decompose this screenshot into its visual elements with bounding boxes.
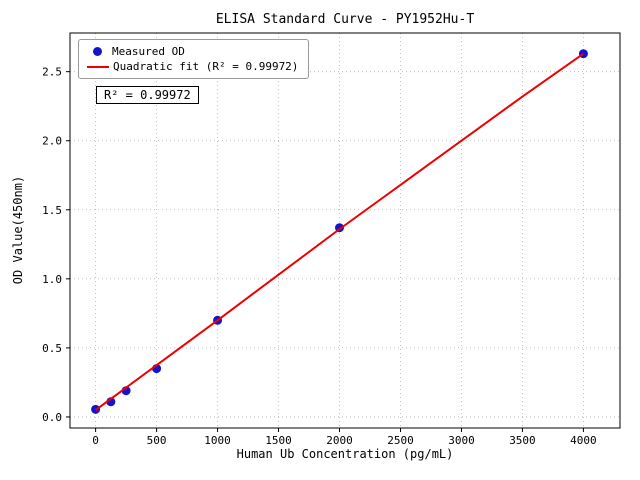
y-axis-label: OD Value(450nm) <box>11 176 25 284</box>
legend: Measured OD Quadratic fit (R² = 0.99972) <box>78 39 310 79</box>
svg-text:2500: 2500 <box>387 434 414 447</box>
data-series <box>91 49 588 414</box>
svg-text:4000: 4000 <box>570 434 597 447</box>
svg-text:1.5: 1.5 <box>42 204 62 217</box>
svg-text:2.5: 2.5 <box>42 66 62 79</box>
svg-text:1000: 1000 <box>204 434 231 447</box>
svg-text:3500: 3500 <box>509 434 536 447</box>
svg-text:0.5: 0.5 <box>42 342 62 355</box>
legend-label-fit: Quadratic fit (R² = 0.99972) <box>113 60 299 73</box>
measured-od-marker-icon <box>93 47 102 56</box>
svg-text:2.0: 2.0 <box>42 135 62 148</box>
legend-item-measured: Measured OD <box>87 44 298 59</box>
plot-frame <box>69 32 621 429</box>
legend-item-fit: Quadratic fit (R² = 0.99972) <box>87 59 298 74</box>
chart-title: ELISA Standard Curve - PY1952Hu-T <box>216 12 474 27</box>
legend-label-measured: Measured OD <box>112 45 185 58</box>
x-axis-label: Human Ub Concentration (pg/mL) <box>237 447 454 461</box>
svg-text:2000: 2000 <box>326 434 353 447</box>
svg-text:1.0: 1.0 <box>42 273 62 286</box>
r-squared-annotation: R² = 0.99972 <box>96 86 199 104</box>
svg-text:0.0: 0.0 <box>42 411 62 424</box>
quadratic-fit-line-icon <box>87 65 109 68</box>
svg-text:500: 500 <box>147 434 167 447</box>
svg-text:1500: 1500 <box>265 434 292 447</box>
svg-text:0: 0 <box>92 434 99 447</box>
svg-text:3000: 3000 <box>448 434 475 447</box>
axis-ticks: 0 500 1000 1500 2000 2500 3000 3500 4000 0.0 0.5 1.… <box>42 66 597 447</box>
